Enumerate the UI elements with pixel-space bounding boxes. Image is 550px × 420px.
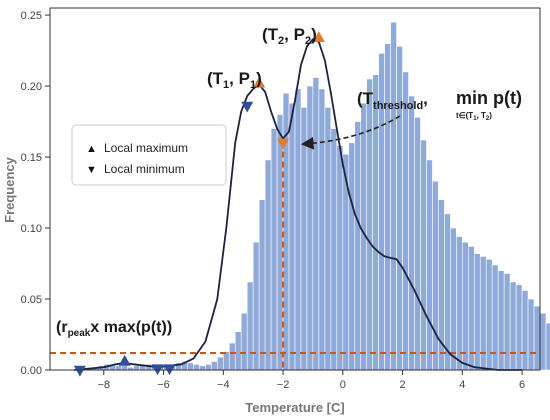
svg-text:t∈(T1, T2): t∈(T1, T2) [456,111,492,122]
histogram-bar [462,241,469,371]
x-tick-label: 2 [399,379,405,391]
histogram-bar [252,241,260,371]
histogram-bar [414,117,421,371]
legend-min-symbol: ▼ [86,164,97,176]
histogram-bar [270,128,278,371]
histogram-bar [396,46,403,371]
local-maximum-marker [118,354,131,366]
histogram-bar [545,322,550,371]
histogram-bar [294,88,302,371]
histogram-bar [300,107,308,371]
histogram-bar [450,227,457,371]
histogram-bar [432,180,439,371]
y-axis-label: Frequency [2,156,17,223]
histogram-bar [456,236,463,371]
x-axis-label: Temperature [C] [245,400,344,415]
y-tick-label: 0.10 [21,223,42,235]
histogram-bar [539,312,547,371]
extrema-markers [73,31,325,377]
histogram-bar [222,351,230,371]
histogram-bar [205,364,212,371]
local-maximum-marker [312,31,325,43]
histogram-bar [515,284,523,371]
histogram-bar [330,128,338,371]
histogram-bar [211,361,218,371]
legend-box [71,124,227,186]
histogram-bar [509,281,517,371]
local-minimum-marker [73,365,86,377]
density-curve [73,38,523,371]
histogram-bar [228,342,236,371]
histogram-bar [288,102,296,371]
x-tick-label: −2 [277,379,290,391]
histogram-bar [390,21,397,371]
histogram-bars [79,21,550,371]
histogram-bar [306,85,314,371]
histogram-bar [199,365,206,371]
y-ticks: 0.00 0.05 0.10 0.15 0.20 0.25 [21,10,50,377]
histogram-bar [420,139,427,371]
annotation-rpeak: (rpeakx max(p(t)) [56,319,172,339]
x-tick-label: −4 [217,379,230,391]
histogram-bar [467,246,475,371]
y-tick-label: 0.15 [21,152,42,164]
svg-text:min p(t): min p(t) [456,88,522,108]
x-tick-label: −8 [98,379,111,391]
histogram-bar [503,273,511,371]
histogram-bar [426,159,433,371]
svg-text:(Tthreshold,: (Tthreshold, [357,89,428,112]
histogram-bar [402,71,409,371]
annotation-threshold: (Tthreshold, min p(t) t∈(T1, T2) [357,88,522,122]
histogram-bar [491,264,499,371]
histogram-bar [133,365,140,371]
histogram-bar [527,298,535,371]
annotation-t1-p1: (T1, P1) [207,69,262,91]
legend-min-label: Local minimum [104,162,185,176]
histogram-bar [366,78,373,371]
histogram-bar [336,145,344,371]
y-tick-label: 0.25 [21,10,42,22]
y-tick-label: 0.20 [21,81,42,93]
x-tick-label: 6 [519,379,525,391]
x-ticks: −8 −6 −4 −2 0 2 4 6 [98,370,525,391]
histogram-bar [115,365,123,371]
histogram-bar [408,95,415,371]
x-tick-label: −6 [157,379,170,391]
x-tick-label: 4 [459,379,465,391]
threshold-guides [50,141,540,370]
y-tick-label: 0.00 [21,365,42,377]
x-tick-label: 0 [340,379,346,391]
histogram-bar [234,331,242,371]
histogram-bar [121,365,128,371]
histogram-bar [384,43,391,371]
legend-max-label: Local maximum [104,141,188,155]
histogram-bar [193,364,200,371]
histogram-bar [348,142,356,371]
histogram-bar [187,362,194,371]
histogram-bar [264,159,272,371]
histogram-bar [497,270,505,371]
histogram-bar [354,121,362,371]
histogram-bar [246,281,254,371]
legend-max-symbol: ▲ [86,143,97,155]
histogram-bar [521,290,529,371]
local-minimum-marker [277,138,290,150]
histogram-bar [318,88,326,371]
legend: ▲ Local maximum ▼ Local minimum [71,124,227,186]
histogram-bar [533,305,541,371]
histogram-bar [217,356,224,371]
plot-frame [49,7,541,371]
histogram-bar [240,312,248,371]
threshold-arrow [300,115,401,150]
local-minimum-marker [241,101,254,113]
histogram-bar [324,107,332,371]
histogram-bar [258,199,266,371]
y-tick-label: 0.05 [21,294,42,306]
histogram-bar [312,77,320,371]
local-maximum-marker [253,76,266,88]
annotation-t2-p2: (T2, P2) [262,25,317,47]
histogram-bar [372,74,379,371]
